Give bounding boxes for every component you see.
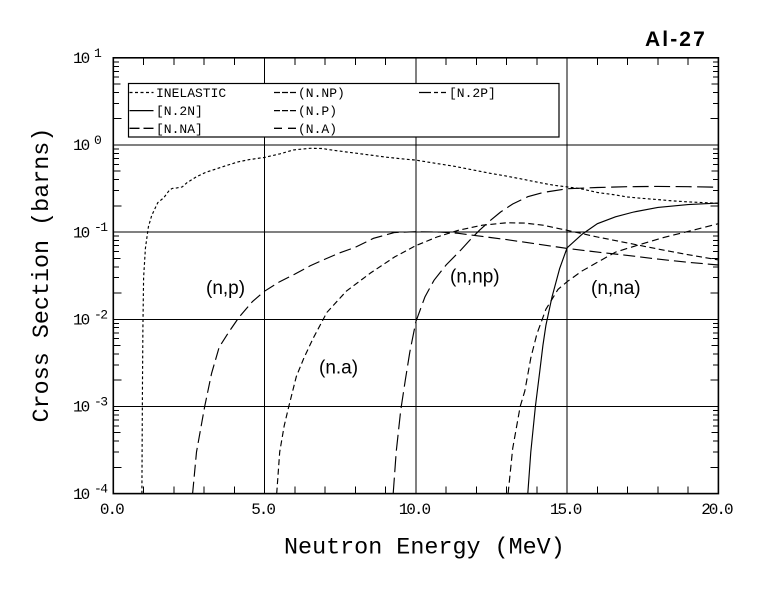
svg-text:10: 10 — [73, 50, 90, 68]
svg-text:5.0: 5.0 — [251, 501, 275, 519]
svg-text:Neutron Energy (MeV): Neutron Energy (MeV) — [284, 536, 565, 562]
svg-text:10: 10 — [73, 224, 90, 242]
svg-text:[N.2P]: [N.2P] — [449, 86, 496, 101]
svg-text:0: 0 — [94, 133, 101, 148]
svg-text:Al-27: Al-27 — [645, 28, 707, 51]
svg-text:(N.A): (N.A) — [298, 122, 337, 137]
svg-text:20.0: 20.0 — [701, 501, 733, 519]
svg-text:[N.2N]: [N.2N] — [156, 104, 203, 119]
svg-text:15.0: 15.0 — [550, 501, 582, 519]
svg-text:Cross Section (barns): Cross Section (barns) — [30, 128, 56, 423]
svg-text:10.0: 10.0 — [399, 501, 431, 519]
svg-text:(N.NP): (N.NP) — [298, 86, 345, 101]
svg-text:INELASTIC: INELASTIC — [156, 86, 226, 101]
svg-text:10: 10 — [73, 312, 90, 330]
svg-text:-3: -3 — [94, 394, 107, 409]
svg-text:(N.P): (N.P) — [298, 104, 337, 119]
svg-text:10: 10 — [73, 486, 90, 504]
svg-text:0.0: 0.0 — [100, 501, 124, 519]
svg-text:1: 1 — [94, 46, 102, 61]
svg-text:10: 10 — [73, 137, 90, 155]
svg-text:(n,na): (n,na) — [591, 278, 641, 299]
svg-text:-4: -4 — [94, 482, 108, 497]
svg-text:-2: -2 — [94, 307, 107, 322]
svg-text:(n,np): (n,np) — [450, 267, 500, 288]
svg-text:(n,p): (n,p) — [206, 278, 245, 299]
svg-text:-1: -1 — [94, 220, 108, 235]
svg-text:[N.NA]: [N.NA] — [156, 122, 203, 137]
svg-text:(n.a): (n.a) — [319, 358, 358, 379]
svg-text:10: 10 — [73, 399, 90, 417]
